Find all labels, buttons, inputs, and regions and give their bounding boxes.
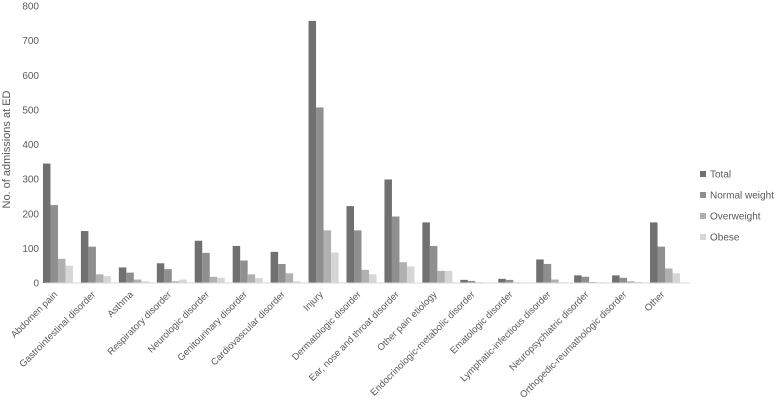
legend-swatch [700,234,706,240]
y-tick-label: 700 [22,36,39,47]
y-tick-label: 800 [22,2,39,13]
bar-total [118,267,127,283]
bar-normal-weight [316,107,324,283]
bar-normal-weight [391,216,400,283]
bar-normal-weight [429,245,438,283]
x-category-label: Dermatologic disorder [290,289,363,362]
bar-total [650,222,658,283]
x-category-label: Injury [301,289,325,313]
bar-obese [331,252,339,283]
bar-overweight [627,281,635,283]
bar-total [384,179,392,283]
bar-obese [217,277,225,283]
y-tick-label: 200 [22,209,39,220]
bar-total [498,278,506,283]
bar-normal-weight [467,280,476,283]
legend-label: Obese [710,233,740,244]
bar-obese [65,265,73,283]
bar-total [422,222,430,283]
bar-total [194,240,203,283]
bar-normal-weight [619,277,628,283]
bar-overweight [133,279,142,283]
bar-total [42,163,51,283]
bars [42,20,681,283]
bar-total [232,245,241,283]
bar-total [536,259,544,283]
y-axis-ticks: 0 100 200 300 400 500 600 700 800 [22,2,39,290]
bar-normal-weight [202,252,210,283]
bar-normal-weight [88,246,96,283]
bar-overweight [57,258,66,283]
bar-overweight [285,273,294,283]
bar-normal-weight [50,205,58,283]
bar-overweight [437,270,445,283]
bar-overweight [323,230,332,283]
bar-normal-weight [581,276,590,283]
bar-obese [672,273,681,283]
bar-total [346,206,354,283]
bar-total [270,251,279,283]
legend-swatch [700,171,706,177]
bar-normal-weight [657,246,666,283]
x-category-label: Gastrointestinal disorder [17,289,98,370]
bar-obese [406,266,415,283]
y-tick-label: 600 [22,71,39,82]
bar-overweight [589,281,597,283]
y-tick-label: 100 [22,244,39,255]
bar-obese [141,281,149,283]
legend-label: Normal weight [710,191,774,202]
legend-label: Overweight [710,212,761,223]
legend-label: Total [710,170,731,181]
bar-total [308,20,317,283]
bar-normal-weight [126,272,134,283]
x-category-label: Other [643,289,668,314]
bar-obese [444,270,453,283]
bar-normal-weight [164,269,172,283]
bar-normal-weight [278,263,286,283]
y-tick-label: 400 [22,140,39,151]
bar-obese [179,279,187,283]
bar-obese [369,274,377,283]
bar-total [612,275,620,283]
legend-swatch [700,192,706,198]
x-category-label: Asthma [105,289,136,320]
y-axis-label: No. of admissions at ED [1,90,13,208]
legend: Total Normal weight Overweight Obese [700,170,774,244]
x-category-label: Cardiovascular disorder [209,289,288,368]
bar-normal-weight [505,279,514,283]
bar-overweight [95,274,104,283]
bar-normal-weight [543,263,552,283]
legend-swatch [700,213,706,219]
bar-overweight [247,274,256,283]
bar-total [156,263,165,283]
bar-overweight [665,268,673,283]
bar-overweight [551,279,559,283]
bar-obese [293,281,301,283]
x-category-label: Respiratory disorder [106,289,174,357]
bar-normal-weight [240,260,248,283]
bar-overweight [361,269,369,283]
bar-overweight [171,281,180,283]
bar-total [460,279,468,283]
bar-overweight [209,276,218,283]
bar-total [574,275,582,283]
bar-overweight [399,262,407,283]
x-category-label: Genitourinary disorder [176,289,250,363]
bar-obese [634,281,643,283]
y-tick-label: 500 [22,105,39,116]
bar-total [80,231,89,283]
y-tick-label: 0 [33,279,39,290]
bar-normal-weight [354,230,362,283]
y-tick-label: 300 [22,175,39,186]
bar-obese [103,276,111,283]
bar-obese [255,278,263,283]
